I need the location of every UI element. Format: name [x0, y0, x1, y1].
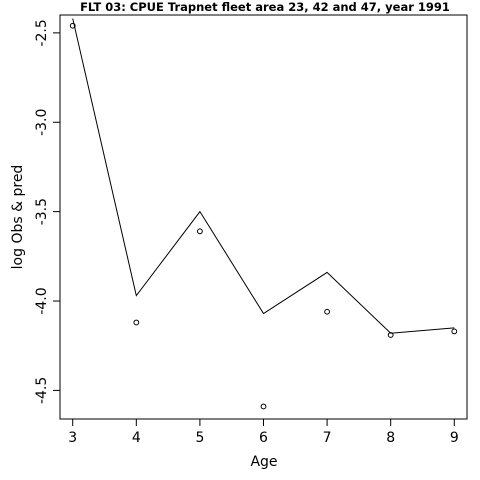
y-axis: -2.5 -3.0 -3.5 -4.0 -4.5 — [34, 19, 60, 404]
x-tick-label: 4 — [132, 430, 141, 446]
chart-title: FLT 03: CPUE Trapnet fleet area 23, 42 a… — [80, 0, 450, 14]
x-tick-label: 6 — [259, 430, 268, 446]
observed-point — [451, 328, 458, 335]
observed-point — [260, 403, 267, 410]
x-tick-label: 7 — [323, 430, 332, 446]
series-layer — [69, 18, 458, 410]
observed-point — [133, 319, 140, 326]
x-tick-label: 3 — [68, 430, 77, 446]
x-axis: 3 4 5 6 7 8 9 — [68, 419, 459, 446]
y-tick-label: -4.0 — [34, 287, 50, 314]
y-tick-label: -4.5 — [34, 377, 50, 404]
y-tick-label: -3.0 — [34, 109, 50, 136]
x-tick-label: 9 — [450, 430, 459, 446]
observed-point — [197, 228, 203, 235]
y-tick-label: -2.5 — [34, 19, 50, 46]
x-axis-label: Age — [250, 454, 277, 470]
plot-frame — [59, 14, 468, 420]
y-tick-label: -3.5 — [34, 198, 50, 225]
x-tick-label: 8 — [386, 430, 395, 446]
observed-point — [324, 308, 330, 315]
y-axis-label: log Obs & pred — [10, 165, 26, 270]
x-tick-label: 5 — [195, 430, 204, 446]
fitted-line — [72, 18, 455, 334]
observed-point — [69, 22, 76, 29]
